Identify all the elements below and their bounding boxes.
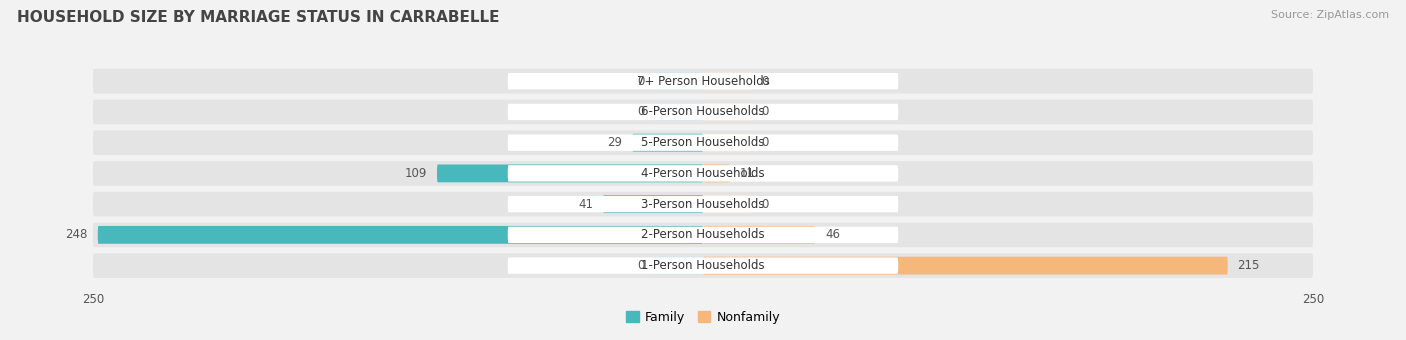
Text: 248: 248 [66,228,89,241]
Text: 41: 41 [578,198,593,211]
FancyBboxPatch shape [508,134,898,151]
FancyBboxPatch shape [508,73,898,89]
Text: 6-Person Households: 6-Person Households [641,105,765,118]
FancyBboxPatch shape [654,72,703,90]
FancyBboxPatch shape [98,226,703,244]
FancyBboxPatch shape [703,72,752,90]
Text: 109: 109 [405,167,427,180]
Text: 0: 0 [762,198,769,211]
FancyBboxPatch shape [603,195,703,213]
FancyBboxPatch shape [508,227,898,243]
Text: 4-Person Households: 4-Person Households [641,167,765,180]
Text: 1-Person Households: 1-Person Households [641,259,765,272]
Text: Source: ZipAtlas.com: Source: ZipAtlas.com [1271,10,1389,20]
FancyBboxPatch shape [508,165,898,182]
FancyBboxPatch shape [703,134,752,152]
FancyBboxPatch shape [93,130,1313,155]
FancyBboxPatch shape [703,103,752,121]
FancyBboxPatch shape [703,165,730,182]
FancyBboxPatch shape [93,69,1313,94]
Text: 0: 0 [762,105,769,118]
FancyBboxPatch shape [93,100,1313,124]
Text: 2-Person Households: 2-Person Households [641,228,765,241]
FancyBboxPatch shape [93,192,1313,217]
Text: 11: 11 [740,167,755,180]
FancyBboxPatch shape [437,165,703,182]
Text: 5-Person Households: 5-Person Households [641,136,765,149]
FancyBboxPatch shape [508,196,898,212]
Text: 7+ Person Households: 7+ Person Households [637,75,769,88]
FancyBboxPatch shape [703,257,1227,274]
Text: 0: 0 [637,105,644,118]
Text: 3-Person Households: 3-Person Households [641,198,765,211]
FancyBboxPatch shape [508,257,898,274]
FancyBboxPatch shape [633,134,703,152]
Text: 0: 0 [637,75,644,88]
Text: 0: 0 [762,136,769,149]
FancyBboxPatch shape [93,253,1313,278]
Text: 0: 0 [762,75,769,88]
FancyBboxPatch shape [654,103,703,121]
FancyBboxPatch shape [93,161,1313,186]
Text: 29: 29 [607,136,623,149]
FancyBboxPatch shape [508,104,898,120]
Text: 0: 0 [637,259,644,272]
FancyBboxPatch shape [654,257,703,274]
Legend: Family, Nonfamily: Family, Nonfamily [621,306,785,329]
Text: HOUSEHOLD SIZE BY MARRIAGE STATUS IN CARRABELLE: HOUSEHOLD SIZE BY MARRIAGE STATUS IN CAR… [17,10,499,25]
FancyBboxPatch shape [93,223,1313,247]
FancyBboxPatch shape [703,226,815,244]
Text: 215: 215 [1237,259,1260,272]
FancyBboxPatch shape [703,195,752,213]
Text: 46: 46 [825,228,839,241]
